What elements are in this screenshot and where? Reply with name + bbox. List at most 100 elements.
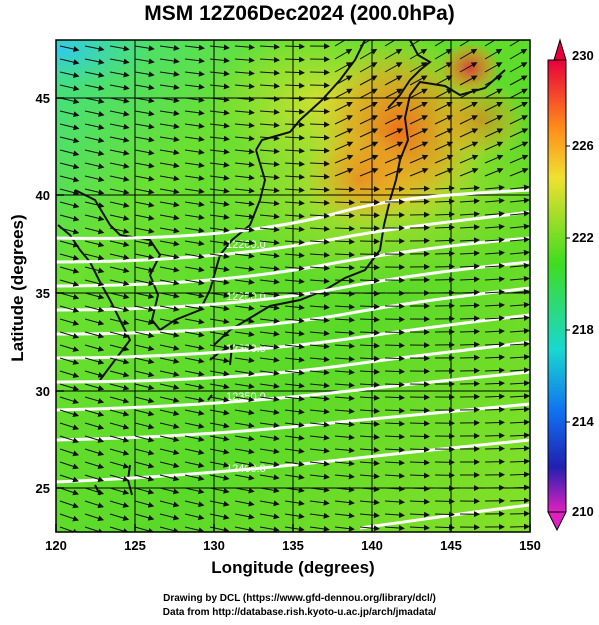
wind-vector — [359, 486, 380, 493]
colorbar-tick-label: 226 — [572, 138, 594, 153]
wind-vector — [334, 48, 353, 60]
wind-vector — [509, 393, 530, 400]
wind-vector — [134, 45, 155, 52]
wind-vector — [259, 356, 280, 363]
wind-vector — [334, 88, 353, 99]
wind-vector — [409, 472, 430, 479]
wind-vector — [109, 123, 130, 130]
wind-vector — [84, 409, 105, 417]
wind-vector — [184, 383, 205, 390]
y-tick-label: 35 — [36, 286, 50, 301]
wind-vector — [334, 277, 355, 284]
wind-vector — [509, 262, 530, 269]
wind-vector — [334, 434, 355, 441]
wind-vector — [84, 500, 105, 509]
wind-vector — [184, 357, 205, 364]
wind-vector — [484, 102, 503, 112]
wind-vector — [234, 305, 255, 311]
wind-vector — [134, 422, 155, 430]
wind-vector — [384, 394, 405, 401]
wind-vector — [459, 302, 480, 309]
wind-vector — [484, 75, 503, 86]
wind-vector — [484, 406, 505, 413]
wind-vector — [409, 420, 430, 427]
wind-vector — [284, 382, 305, 389]
wind-vector — [159, 435, 180, 443]
wind-vector — [484, 128, 504, 138]
wind-vector — [309, 343, 330, 350]
wind-vector — [134, 474, 155, 482]
wind-vector — [209, 57, 230, 64]
wind-vector — [284, 82, 305, 89]
wind-vector — [484, 315, 505, 322]
wind-vector — [459, 250, 480, 257]
wind-vector — [184, 331, 205, 338]
wind-vector — [509, 380, 530, 387]
wind-vector — [459, 263, 480, 270]
wind-vector — [334, 115, 354, 125]
wind-vector — [59, 422, 80, 431]
wind-vector — [284, 408, 305, 415]
wind-vector — [284, 421, 305, 428]
wind-vector — [234, 109, 255, 116]
wind-vector — [359, 394, 380, 401]
wind-vector — [159, 71, 180, 77]
wind-vector — [284, 460, 305, 467]
wind-vector — [184, 513, 205, 521]
wind-vector — [209, 122, 230, 129]
wind-vector — [159, 201, 180, 208]
wind-vector — [84, 45, 105, 52]
wind-vector — [384, 102, 403, 112]
wind-vector — [84, 448, 105, 456]
wind-vector — [434, 141, 454, 151]
colorbar-tick-label: 218 — [572, 322, 594, 337]
wind-vector — [134, 357, 155, 365]
wind-vector — [209, 96, 230, 103]
wind-vector — [284, 95, 305, 102]
wind-vector — [309, 95, 330, 102]
wind-vector — [484, 432, 505, 439]
wind-vector — [84, 84, 105, 91]
wind-vector — [359, 102, 378, 112]
wind-vector — [134, 201, 155, 208]
wind-vector — [209, 227, 230, 233]
wind-vector — [309, 434, 330, 441]
wind-vector — [359, 48, 378, 60]
wind-vector — [109, 214, 130, 221]
wind-vector — [109, 500, 130, 508]
wind-vector — [484, 62, 503, 73]
wind-vector — [184, 253, 205, 260]
wind-vector — [359, 499, 380, 506]
wind-vector — [209, 422, 230, 429]
wind-vector — [109, 318, 130, 326]
wind-vector — [59, 45, 80, 52]
colorbar-top-triangle — [553, 38, 567, 61]
wind-vector — [109, 162, 130, 169]
wind-vector — [409, 88, 428, 99]
wind-vector — [309, 499, 330, 506]
x-tick-labels: 120 125 130 135 140 145 150 — [45, 538, 541, 553]
wind-vector — [384, 88, 403, 99]
wind-vector — [134, 279, 155, 286]
wind-vector — [259, 95, 280, 102]
wind-vector — [209, 370, 230, 377]
wind-vector — [359, 342, 380, 349]
wind-vector — [509, 497, 530, 504]
wind-vector — [234, 422, 255, 429]
x-tick-label: 145 — [440, 538, 462, 553]
wind-vector — [309, 382, 330, 389]
wind-vector — [109, 383, 130, 391]
wind-vector — [84, 422, 105, 430]
wind-vector — [209, 44, 230, 51]
wind-vector — [159, 292, 180, 299]
wind-vector — [259, 330, 280, 337]
wind-vector — [359, 264, 380, 271]
wind-vector — [134, 513, 155, 521]
wind-vector — [334, 499, 355, 506]
wind-vector — [134, 162, 155, 169]
wind-vector — [84, 214, 105, 222]
wind-vector — [184, 266, 205, 273]
wind-vector — [284, 395, 305, 402]
wind-vector — [84, 58, 105, 65]
wind-vector — [384, 128, 404, 138]
